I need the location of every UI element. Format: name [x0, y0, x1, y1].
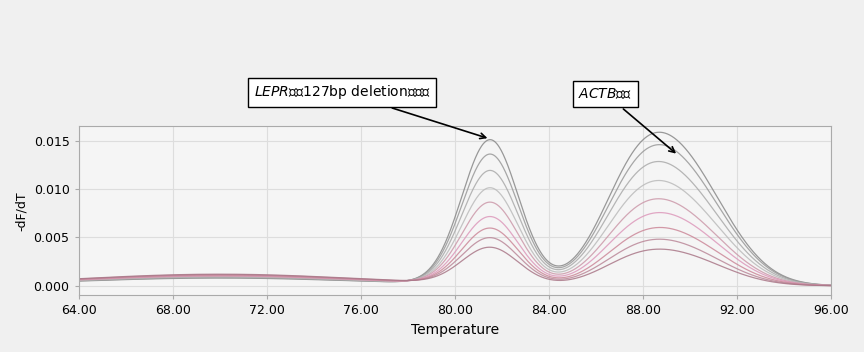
- Y-axis label: -dF/dT: -dF/dT: [15, 191, 28, 231]
- X-axis label: Temperature: Temperature: [410, 323, 499, 337]
- Text: $\it{ACTB}$基因: $\it{ACTB}$基因: [578, 86, 675, 152]
- Text: $\it{LEPR}$基因127bp deletion剪接体: $\it{LEPR}$基因127bp deletion剪接体: [254, 83, 486, 139]
